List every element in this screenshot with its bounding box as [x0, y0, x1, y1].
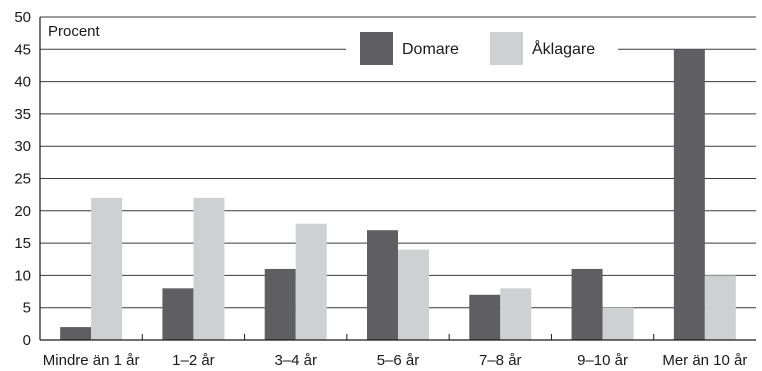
bar	[295, 223, 327, 340]
legend-label-domare: Domare	[402, 41, 459, 58]
bars	[60, 49, 736, 341]
y-tick-label: 30	[14, 138, 31, 155]
x-tick-label: 7–8 år	[479, 352, 522, 369]
legend-label-aklagare: Åklagare	[532, 39, 595, 58]
x-tick-label: 5–6 år	[377, 352, 420, 369]
bar	[571, 268, 603, 340]
x-tick-label: Mindre än 1 år	[43, 352, 140, 369]
x-axis: Mindre än 1 år 1–2 år 3–4 år 5–6 år 7–8 år 9–…	[40, 334, 756, 369]
bar	[264, 268, 296, 340]
y-tick-label: 50	[14, 9, 31, 26]
bar	[673, 49, 705, 341]
y-tick-label: 5	[23, 300, 31, 317]
bar	[398, 249, 429, 340]
y-tick-label: 25	[14, 171, 31, 188]
bar	[704, 275, 736, 340]
y-tick-label: 45	[14, 41, 31, 58]
legend: Domare Åklagare	[346, 22, 618, 72]
y-tick-label: 20	[14, 203, 31, 220]
bar	[469, 294, 501, 340]
y-axis-ticks: 0 5 10 15 20 25 30 35 40 45 50	[14, 9, 31, 349]
x-tick-label: Mer än 10 år	[662, 352, 747, 369]
y-tick-label: 35	[14, 106, 31, 123]
legend-swatch-domare	[360, 32, 393, 65]
y-tick-label: 40	[14, 74, 31, 91]
y-tick-label: 0	[23, 332, 31, 349]
bar	[367, 230, 398, 340]
y-tick-label: 10	[14, 267, 31, 284]
y-axis-label: Procent	[48, 23, 101, 40]
bar	[602, 307, 634, 340]
x-tick-label: 1–2 år	[172, 352, 215, 369]
y-tick-label: 15	[14, 235, 31, 252]
bar	[91, 197, 123, 340]
x-tick-label: 9–10 år	[577, 352, 628, 369]
legend-swatch-aklagare	[490, 32, 523, 65]
bar	[162, 288, 194, 340]
bar	[60, 327, 92, 340]
x-tick-label: 3–4 år	[274, 352, 317, 369]
bar	[193, 197, 225, 340]
ylabel-background	[44, 19, 134, 43]
bar	[500, 288, 532, 340]
